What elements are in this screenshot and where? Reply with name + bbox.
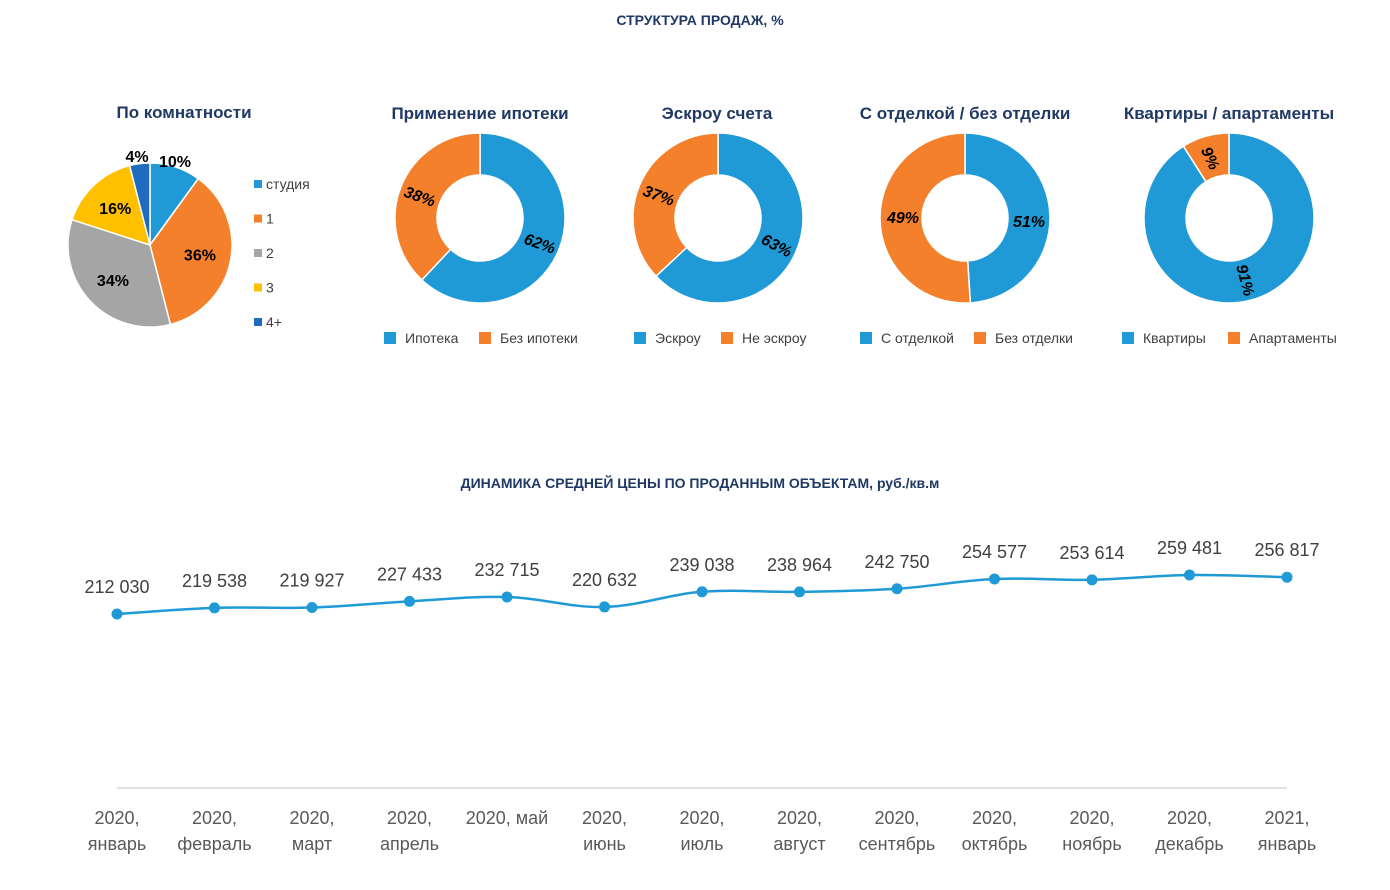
price-value-label-11: 259 481 xyxy=(1157,538,1222,558)
pie-slice-2 xyxy=(67,218,172,328)
donut-1-slice-1 xyxy=(632,132,719,278)
price-value-label-8: 242 750 xyxy=(864,552,929,572)
price-value-label-10: 253 614 xyxy=(1059,543,1124,563)
price-value-label-12: 256 817 xyxy=(1254,540,1319,560)
donut-3-slice-1 xyxy=(1182,132,1230,183)
price-value-label-5: 220 632 xyxy=(572,570,637,590)
donut-2-legend-swatch-0 xyxy=(860,332,872,344)
rooms-legend-label-4: 4+ xyxy=(266,314,282,330)
rooms-chart-title: По комнатности xyxy=(116,103,251,122)
price-value-label-2: 219 927 xyxy=(279,571,344,591)
dynamics-title: ДИНАМИКА СРЕДНЕЙ ЦЕНЫ ПО ПРОДАННЫМ ОБЪЕК… xyxy=(460,475,940,491)
pie-slice-1 xyxy=(149,177,233,326)
price-point-4 xyxy=(501,591,513,603)
x-tick-label-9: 2020, октябрь xyxy=(962,808,1028,854)
x-tick-label-5: 2020, июнь xyxy=(582,808,627,854)
donut-0-legend-swatch-0 xyxy=(384,332,396,344)
x-tick-label-10: 2020, ноябрь xyxy=(1062,808,1121,854)
x-tick-label-1: 2020, февраль xyxy=(177,808,251,854)
donut-2-legend-label-0: С отделкой xyxy=(881,330,954,346)
x-tick-label-8: 2020, сентябрь xyxy=(859,808,936,854)
donut-2-slice-0 xyxy=(964,132,1051,304)
pie-label-4: 4% xyxy=(125,149,148,166)
pie-label-0: 10% xyxy=(159,154,191,171)
price-point-11 xyxy=(1184,569,1195,581)
price-point-10 xyxy=(1086,574,1098,586)
price-value-label-3: 227 433 xyxy=(377,564,442,584)
donut-0-slice-1 xyxy=(394,132,481,282)
donut-3-legend-label-0: Квартиры xyxy=(1143,330,1206,346)
rooms-legend-swatch-0 xyxy=(254,180,262,188)
x-tick-label-7: 2020, август xyxy=(773,808,825,854)
donut-2-slice-1 xyxy=(879,132,972,304)
x-tick-label-12: 2021, январь xyxy=(1258,808,1316,854)
price-value-label-9: 254 577 xyxy=(962,542,1027,562)
donut-0-legend-swatch-1 xyxy=(479,332,491,344)
donut-1-legend-label-1: Не эскроу xyxy=(742,330,806,346)
donut-3-legend-swatch-0 xyxy=(1122,332,1134,344)
structure-title: СТРУКТУРА ПРОДАЖ, % xyxy=(616,12,784,28)
x-tick-label-2: 2020, март xyxy=(289,808,334,854)
rooms-legend-swatch-2 xyxy=(254,249,262,257)
price-point-8 xyxy=(891,583,903,595)
x-tick-label-3: 2020, апрель xyxy=(380,808,439,854)
donut-2-label-1: 51% xyxy=(1013,214,1045,231)
rooms-legend-label-1: 1 xyxy=(266,211,274,227)
donut-title-0: Применение ипотеки xyxy=(391,104,568,123)
donut-1-legend-label-0: Эскроу xyxy=(655,330,701,346)
donut-1-legend-swatch-1 xyxy=(721,332,733,344)
donut-title-3: Квартиры / апартаменты xyxy=(1124,104,1334,123)
price-value-label-4: 232 715 xyxy=(474,560,539,580)
donut-0-legend-label-1: Без ипотеки xyxy=(500,330,578,346)
donut-3-legend-label-1: Апартаменты xyxy=(1249,330,1337,346)
x-tick-label-11: 2020, декабрь xyxy=(1155,808,1224,854)
price-point-12 xyxy=(1281,571,1293,583)
x-tick-label-4: 2020, май xyxy=(466,808,549,828)
pie-label-1: 36% xyxy=(184,248,216,265)
price-point-6 xyxy=(696,586,708,598)
donut-3-legend-swatch-1 xyxy=(1228,332,1240,344)
rooms-legend-swatch-1 xyxy=(254,214,262,223)
price-point-3 xyxy=(404,595,415,607)
price-point-0 xyxy=(111,608,123,620)
donut-title-2: С отделкой / без отделки xyxy=(860,104,1071,123)
price-point-5 xyxy=(599,601,610,613)
price-value-label-6: 239 038 xyxy=(669,555,734,575)
x-tick-label-6: 2020, июль xyxy=(679,808,724,854)
donut-0-slice-0 xyxy=(420,132,566,304)
rooms-legend-label-3: 3 xyxy=(266,280,274,296)
rooms-legend-label-0: студия xyxy=(266,176,310,192)
pie-slice-3 xyxy=(71,164,152,247)
donut-0-legend-label-0: Ипотека xyxy=(405,330,459,346)
rooms-legend-swatch-3 xyxy=(254,283,262,292)
price-value-label-1: 219 538 xyxy=(182,571,247,591)
pie-slice-4 xyxy=(128,162,151,246)
donut-3-slice-0 xyxy=(1143,132,1315,304)
price-point-2 xyxy=(306,602,318,614)
donut-2-legend-swatch-1 xyxy=(974,332,986,344)
x-tick-label-0: 2020, январь xyxy=(88,808,146,854)
pie-label-3: 16% xyxy=(99,201,131,218)
price-point-9 xyxy=(989,573,1000,585)
donut-1-slice-0 xyxy=(654,132,804,304)
price-point-7 xyxy=(794,586,805,598)
donut-2-legend-label-1: Без отделки xyxy=(995,330,1073,346)
pie-label-2: 34% xyxy=(97,273,129,290)
rooms-legend-label-2: 2 xyxy=(266,245,274,261)
donut-1-legend-swatch-0 xyxy=(634,332,646,344)
rooms-legend-swatch-4 xyxy=(254,318,262,326)
donut-title-1: Эскроу счета xyxy=(662,104,773,123)
price-value-label-0: 212 030 xyxy=(84,577,149,597)
price-value-label-7: 238 964 xyxy=(767,555,832,575)
donut-2-label-0: 49% xyxy=(886,210,919,227)
price-point-1 xyxy=(209,602,220,614)
